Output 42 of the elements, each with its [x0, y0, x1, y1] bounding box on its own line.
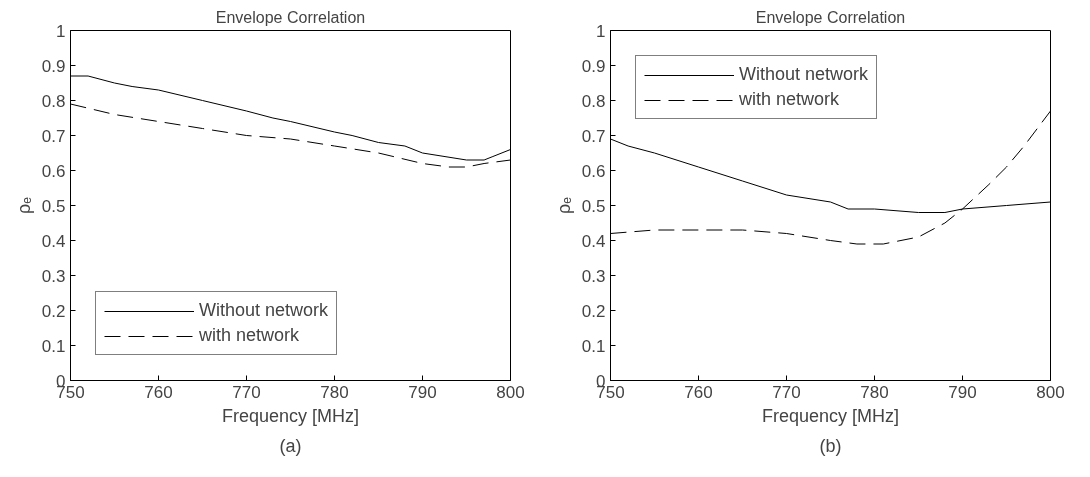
x-tick-label: 760	[684, 382, 713, 402]
y-tick-label: 0.2	[581, 301, 606, 321]
x-axis-title: Frequency [MHz]	[221, 405, 360, 426]
y-tick-label: 1	[56, 21, 66, 41]
x-tick-label: 760	[144, 382, 173, 402]
x-tick-label: 770	[232, 382, 261, 402]
y-tick-label: 0.3	[41, 266, 66, 286]
x-tick-label: 780	[860, 382, 889, 402]
chart-title: Envelope Correlation	[215, 8, 366, 26]
x-tick-label: 800	[496, 382, 525, 402]
y-tick-label: 0.8	[581, 91, 606, 111]
y-tick-label: 0.2	[41, 301, 66, 321]
x-tick-label: 790	[408, 382, 437, 402]
x-axis-title: Frequency [MHz]	[761, 405, 900, 426]
text: (a)	[279, 435, 302, 456]
y-tick-label: 0.9	[41, 56, 66, 76]
x-tick-label: 770	[772, 382, 801, 402]
x-tick-label: 800	[1036, 382, 1065, 402]
y-tick-label: 0.7	[581, 126, 606, 146]
y-tick-label: 1	[596, 21, 606, 41]
y-tick-label: 0.5	[581, 196, 606, 216]
y-tick-label: 0.1	[41, 336, 66, 356]
legend-label: with network	[199, 325, 300, 346]
y-tick-label: 0.3	[581, 266, 606, 286]
y-axis-title: ρₑ	[553, 196, 574, 214]
y-tick-label: 0.5	[41, 196, 66, 216]
legend-label: with network	[739, 89, 840, 110]
y-axis-title: ρₑ	[13, 196, 34, 214]
y-tick-label: 0.6	[581, 161, 606, 181]
legend-label: Without network	[199, 300, 329, 321]
chart-title: Envelope Correlation	[755, 8, 906, 26]
x-tick-label: 790	[948, 382, 977, 402]
y-tick-label: 0.8	[41, 91, 66, 111]
text: (b)	[819, 435, 842, 456]
y-tick-label: 0.1	[581, 336, 606, 356]
x-tick-label: 780	[320, 382, 349, 402]
y-tick-label: 0.4	[581, 231, 606, 251]
y-tick-label: 0.9	[581, 56, 606, 76]
y-tick-label: 0.7	[41, 126, 66, 146]
legend-label: Without network	[739, 64, 869, 85]
y-tick-label: 0.4	[41, 231, 66, 251]
y-tick-label: 0.6	[41, 161, 66, 181]
